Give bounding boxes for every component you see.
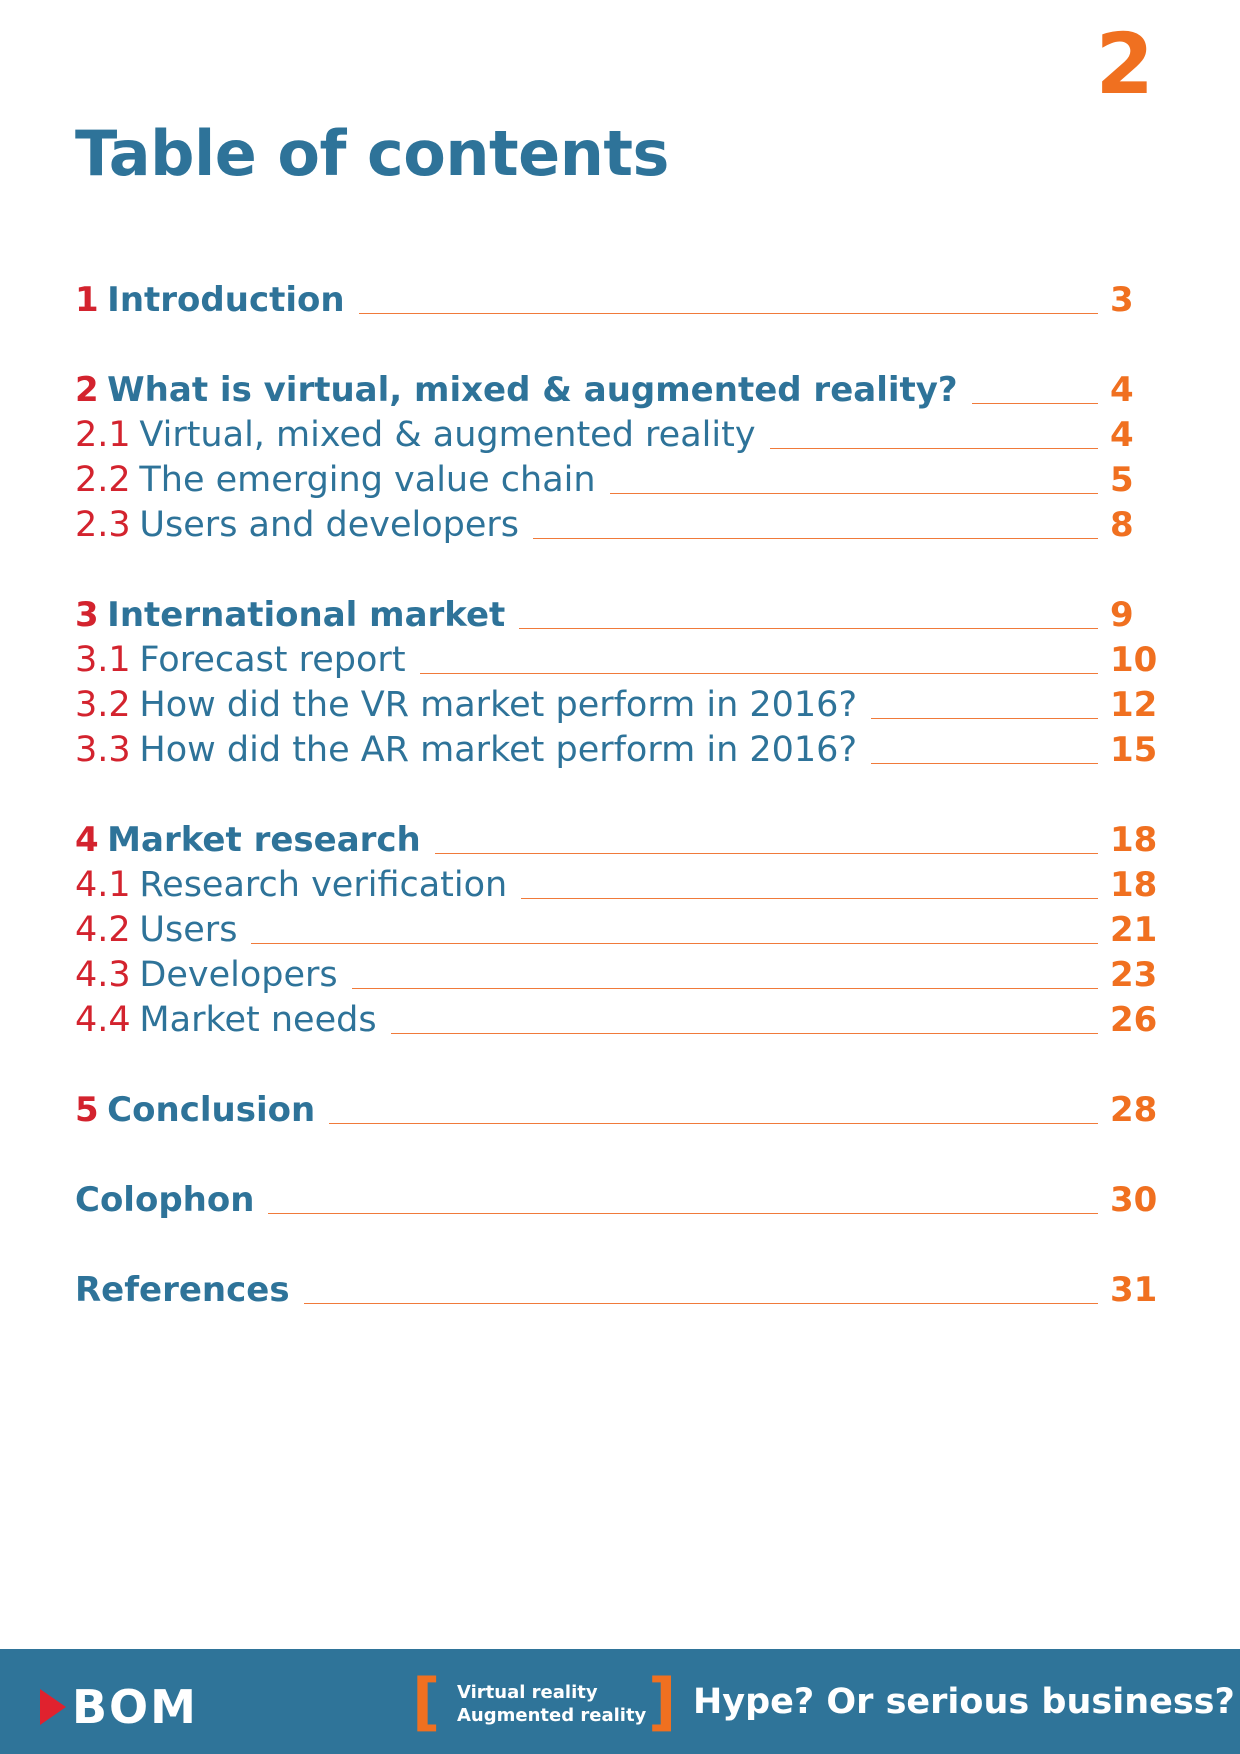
toc-leader-line bbox=[268, 1213, 1098, 1214]
toc-entry-label: Introduction bbox=[107, 280, 345, 320]
toc-entry-2-3[interactable]: 2.3 Users and developers 8 bbox=[75, 501, 1165, 545]
toc-leader-line bbox=[521, 898, 1098, 899]
play-arrow-icon bbox=[40, 1689, 66, 1725]
toc-leader-line bbox=[303, 1303, 1098, 1304]
toc-entry-5[interactable]: 5 Conclusion 28 bbox=[75, 1086, 1165, 1130]
toc-entry-number: 2 bbox=[75, 370, 99, 410]
toc-entry-label: Colophon bbox=[75, 1180, 255, 1220]
toc-entry-label: Users bbox=[139, 910, 238, 950]
toc-entry-label: The emerging value chain bbox=[139, 460, 596, 500]
toc-entry-4-3[interactable]: 4.3 Developers 23 bbox=[75, 951, 1165, 995]
toc-entry-number: 4 bbox=[75, 820, 99, 860]
toc-leader-line bbox=[329, 1123, 1098, 1124]
toc-leader-line bbox=[519, 628, 1098, 629]
toc-leader-line bbox=[358, 313, 1098, 314]
toc-entry-number: 2.3 bbox=[75, 505, 131, 545]
toc-leader-line bbox=[769, 448, 1098, 449]
toc-entry-page: 21 bbox=[1110, 910, 1158, 950]
toc-entry-number: 4.1 bbox=[75, 865, 131, 905]
toc-entry-label: Forecast report bbox=[139, 640, 406, 680]
toc-entry-page: 23 bbox=[1110, 955, 1158, 995]
toc-leader-line bbox=[351, 988, 1098, 989]
toc-entry-page: 9 bbox=[1110, 595, 1134, 635]
toc-entry-number: 2.2 bbox=[75, 460, 131, 500]
toc-entry-page: 26 bbox=[1110, 1000, 1158, 1040]
toc-entry-page: 4 bbox=[1110, 415, 1134, 455]
toc-entry-2[interactable]: 2 What is virtual, mixed & augmented rea… bbox=[75, 366, 1165, 410]
logo-text: BOM bbox=[72, 1680, 198, 1734]
toc-entry-number: 3.2 bbox=[75, 685, 131, 725]
toc-entry-number: 3.3 bbox=[75, 730, 131, 770]
toc-leader-line bbox=[533, 538, 1098, 539]
toc-entry-label: Virtual, mixed & augmented reality bbox=[139, 415, 756, 455]
toc-entry-page: 5 bbox=[1110, 460, 1134, 500]
toc-entry-number: 4.4 bbox=[75, 1000, 131, 1040]
toc-entry-number: 4.3 bbox=[75, 955, 131, 995]
toc-entry-2-1[interactable]: 2.1 Virtual, mixed & augmented reality 4 bbox=[75, 411, 1165, 455]
toc-leader-line bbox=[419, 673, 1098, 674]
toc-entry-page: 30 bbox=[1110, 1180, 1158, 1220]
page-number: 2 bbox=[1095, 15, 1154, 113]
toc-entry-number: 4.2 bbox=[75, 910, 131, 950]
left-bracket: [ bbox=[412, 1665, 441, 1738]
toc-entry-label: Market research bbox=[107, 820, 421, 860]
toc-entry-2-2[interactable]: 2.2 The emerging value chain 5 bbox=[75, 456, 1165, 500]
toc-entry-3[interactable]: 3 International market 9 bbox=[75, 591, 1165, 635]
toc-entry-3-3[interactable]: 3.3 How did the AR market perform in 201… bbox=[75, 726, 1165, 770]
toc-leader-line bbox=[251, 943, 1098, 944]
toc-leader-line bbox=[609, 493, 1098, 494]
publication-subject: Virtual reality Augmented reality bbox=[457, 1681, 646, 1727]
toc-entry-page: 10 bbox=[1110, 640, 1158, 680]
toc-entry-number: 1 bbox=[75, 280, 99, 320]
toc-entry-number: 3.1 bbox=[75, 640, 131, 680]
toc-entry-1[interactable]: 1 Introduction 3 bbox=[75, 276, 1165, 320]
toc-entry-page: 15 bbox=[1110, 730, 1158, 770]
toc-entry-label: Conclusion bbox=[107, 1090, 316, 1130]
toc-entry-label: How did the VR market perform in 2016? bbox=[139, 685, 858, 725]
toc-entry-label: Market needs bbox=[139, 1000, 377, 1040]
toc-leader-line bbox=[871, 718, 1098, 719]
toc-entry-page: 8 bbox=[1110, 505, 1134, 545]
toc-entry-number: 5 bbox=[75, 1090, 99, 1130]
toc-leader-line bbox=[871, 763, 1098, 764]
toc-entry-page: 28 bbox=[1110, 1090, 1158, 1130]
toc-entry-label: Developers bbox=[139, 955, 338, 995]
toc-leader-line bbox=[971, 403, 1098, 404]
toc-entry-number: 2.1 bbox=[75, 415, 131, 455]
toc-entry-label: Users and developers bbox=[139, 505, 520, 545]
page-title: Table of contents bbox=[75, 117, 669, 190]
toc-entry-number: 3 bbox=[75, 595, 99, 635]
toc-entry-page: 4 bbox=[1110, 370, 1134, 410]
toc-entry-label: What is virtual, mixed & augmented reali… bbox=[107, 370, 958, 410]
toc-entry-4-1[interactable]: 4.1 Research verification 18 bbox=[75, 861, 1165, 905]
toc-entry-label: References bbox=[75, 1270, 290, 1310]
toc-entry-4-2[interactable]: 4.2 Users 21 bbox=[75, 906, 1165, 950]
toc-entry-page: 18 bbox=[1110, 820, 1158, 860]
subject-line-2: Augmented reality bbox=[457, 1705, 647, 1726]
publication-tagline: Hype? Or serious business? bbox=[693, 1682, 1235, 1722]
toc-entry-page: 31 bbox=[1110, 1270, 1158, 1310]
toc-entry-page: 18 bbox=[1110, 865, 1158, 905]
toc-entry-label: Research verification bbox=[139, 865, 508, 905]
toc-entry-3-2[interactable]: 3.2 How did the VR market perform in 201… bbox=[75, 681, 1165, 725]
toc-entry-4[interactable]: 4 Market research 18 bbox=[75, 816, 1165, 860]
toc-entry-colophon[interactable]: Colophon 30 bbox=[75, 1176, 1165, 1220]
toc-leader-line bbox=[390, 1033, 1098, 1034]
toc-leader-line bbox=[434, 853, 1098, 854]
toc-entry-references[interactable]: References 31 bbox=[75, 1266, 1165, 1310]
bom-logo: BOM bbox=[40, 1684, 198, 1730]
toc-entry-4-4[interactable]: 4.4 Market needs 26 bbox=[75, 996, 1165, 1040]
toc-entry-label: International market bbox=[107, 595, 506, 635]
toc-entry-3-1[interactable]: 3.1 Forecast report 10 bbox=[75, 636, 1165, 680]
toc-entry-page: 3 bbox=[1110, 280, 1134, 320]
toc-entry-page: 12 bbox=[1110, 685, 1158, 725]
right-bracket: ] bbox=[648, 1665, 677, 1738]
footer-bar: BOM [ Virtual reality Augmented reality … bbox=[0, 1649, 1240, 1754]
subject-line-1: Virtual reality bbox=[457, 1682, 598, 1703]
toc-entry-label: How did the AR market perform in 2016? bbox=[139, 730, 858, 770]
